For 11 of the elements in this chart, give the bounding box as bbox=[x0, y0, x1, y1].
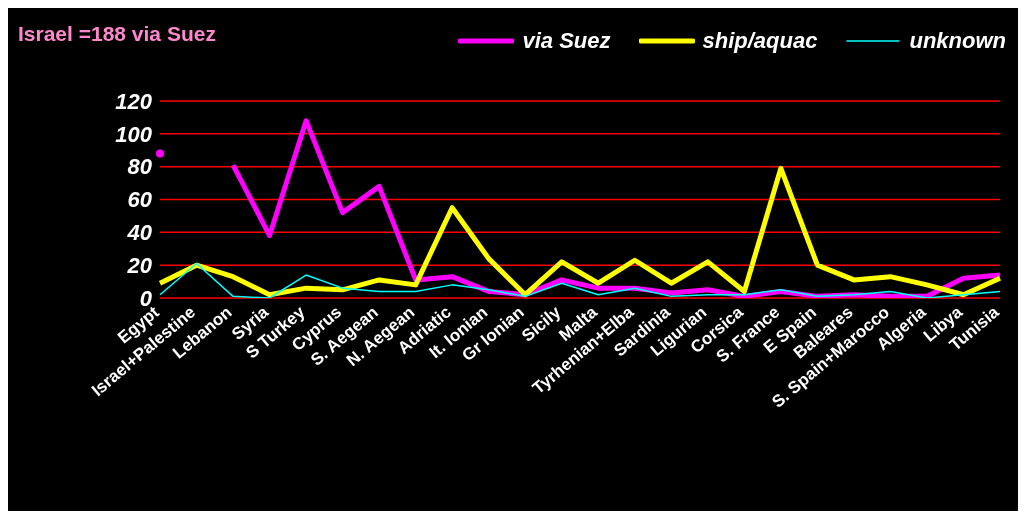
legend-label: via Suez bbox=[522, 28, 611, 54]
line-series bbox=[159, 262, 1001, 298]
chart-title: Israel =188 via Suez bbox=[18, 22, 216, 46]
y-tick-label: 100 bbox=[115, 121, 153, 147]
y-tick-label: 40 bbox=[126, 220, 153, 246]
y-tick-label: 20 bbox=[126, 252, 153, 278]
y-tick-label: 60 bbox=[127, 187, 153, 213]
y-tick-label: 120 bbox=[115, 88, 153, 114]
y-tick-label: 80 bbox=[127, 154, 153, 180]
legend-label: unknown bbox=[909, 28, 1006, 54]
legend-label: ship/aquac bbox=[702, 28, 818, 54]
